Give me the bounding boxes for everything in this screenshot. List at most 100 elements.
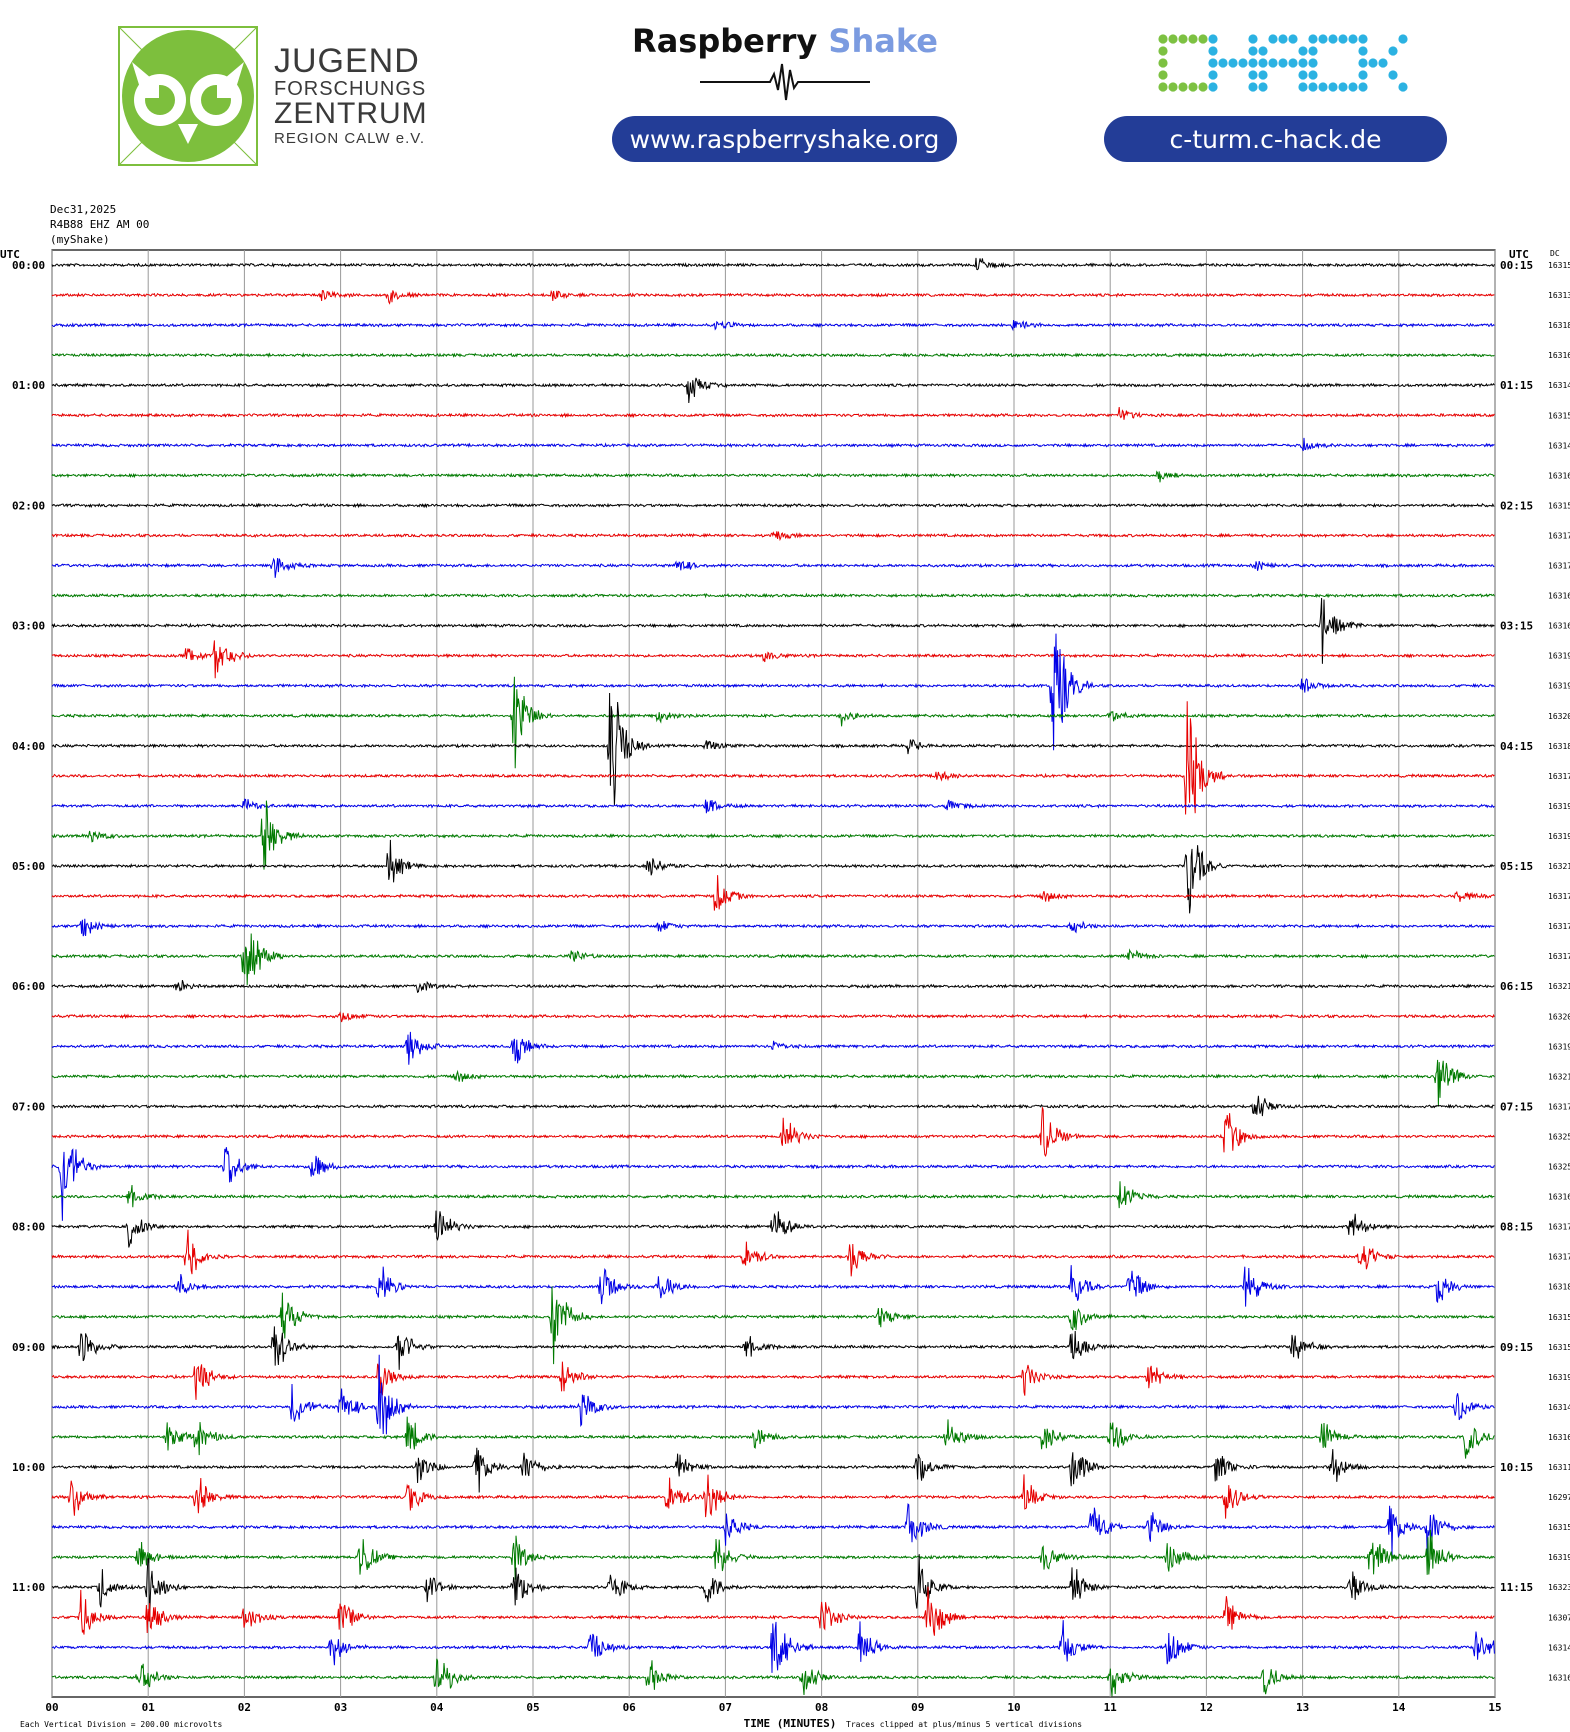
chack-dot — [1308, 70, 1318, 80]
trace-line-40 — [51, 1447, 1495, 1493]
helicorder-chart: Dec31,2025 R4B88 EHZ AM 00 (myShake) UTC… — [0, 203, 1570, 1730]
right-time-label: 02:15 — [1500, 499, 1533, 512]
dc-offset-label: 16317 — [1548, 1102, 1570, 1111]
x-tick-label: 13 — [1296, 1701, 1309, 1714]
chack-dot — [1208, 70, 1218, 80]
chack-dot — [1308, 58, 1318, 68]
rs-brand-1: Raspberry — [632, 22, 818, 60]
chack-dot — [1308, 34, 1318, 44]
x-tick-label: 01 — [142, 1701, 156, 1714]
jfz-wordmark: JUGEND FORSCHUNGS ZENTRUM REGION CALW e.… — [274, 44, 428, 146]
trace-line-6 — [51, 437, 1495, 452]
raspberry-shake-logo: Raspberry Shake — [600, 22, 970, 60]
trace-line-14 — [51, 633, 1495, 751]
jfz-line-1: JUGEND — [274, 42, 420, 80]
trace-line-4 — [51, 377, 1495, 404]
right-time-label: 05:15 — [1500, 860, 1533, 873]
chack-dot — [1328, 34, 1338, 44]
trace-line-28 — [51, 1095, 1495, 1117]
left-time-label: 10:00 — [12, 1461, 45, 1474]
dc-offset-label: 16314 — [1548, 441, 1570, 450]
dc-offset-label: 16323 — [1548, 1583, 1570, 1592]
trace-line-46 — [51, 1620, 1495, 1673]
trace-line-34 — [51, 1265, 1495, 1307]
x-tick-label: 04 — [430, 1701, 444, 1714]
jfz-line-4: REGION CALW e.V. — [274, 130, 426, 147]
dc-offset-label: 16320 — [1548, 1012, 1570, 1021]
trace-line-24 — [51, 980, 1495, 994]
dc-offset-label: 16316 — [1548, 471, 1570, 480]
chack-dot — [1298, 82, 1308, 92]
right-time-label: 08:15 — [1500, 1221, 1533, 1234]
chack-dot — [1378, 58, 1388, 68]
trace-line-29 — [51, 1107, 1495, 1158]
station-source: (myShake) — [50, 233, 110, 246]
x-tick-label: 09 — [911, 1701, 924, 1714]
chack-dot — [1158, 46, 1168, 56]
chack-dot — [1198, 82, 1208, 92]
chack-dot — [1338, 82, 1348, 92]
chack-dot — [1338, 34, 1348, 44]
chack-dot — [1178, 82, 1188, 92]
trace-line-18 — [51, 798, 1495, 814]
chack-dot — [1328, 82, 1338, 92]
left-time-label: 03:00 — [12, 620, 45, 633]
dc-offset-label: 16320 — [1548, 712, 1570, 721]
chack-dot — [1368, 58, 1378, 68]
chack-dot — [1258, 82, 1268, 92]
chack-dot — [1248, 46, 1258, 56]
x-ticks: 00 01 02 03 04 05 06 07 08 09 10 11 12 13 14 15 — [45, 1701, 1501, 1714]
left-time-label: 06:00 — [12, 980, 45, 993]
chack-dot — [1398, 82, 1408, 92]
dc-offset-label: 16319 — [1548, 832, 1570, 841]
trace-line-10 — [51, 557, 1495, 578]
footer-clip-note: Traces clipped at plus/minus 5 vertical … — [846, 1720, 1082, 1729]
right-time-label: 06:15 — [1500, 980, 1533, 993]
chack-dot — [1158, 34, 1168, 44]
chack-dot — [1308, 82, 1318, 92]
left-time-label: 01:00 — [12, 379, 45, 392]
left-axis-title: UTC — [0, 248, 20, 261]
dc-offset-label: 16317 — [1548, 562, 1570, 571]
dc-offset-label: 16315 — [1548, 1523, 1570, 1532]
chack-dot — [1248, 58, 1258, 68]
trace-line-45 — [51, 1586, 1495, 1636]
trace-line-26 — [51, 1031, 1495, 1065]
dc-offset-label: 16317 — [1548, 531, 1570, 540]
left-time-label: 05:00 — [12, 860, 45, 873]
dc-offset-label: 16319 — [1548, 802, 1570, 811]
raspberryshake-url-link[interactable]: www.raspberryshake.org — [612, 116, 957, 162]
trace-line-9 — [51, 531, 1495, 542]
trace-line-13 — [51, 640, 1495, 679]
dc-offset-label: 16319 — [1548, 652, 1570, 661]
chack-dot — [1358, 70, 1368, 80]
chack-dot — [1298, 58, 1308, 68]
trace-line-41 — [51, 1474, 1495, 1519]
dc-offset-label: 16315 — [1548, 261, 1570, 270]
rs-brand-2: Shake — [828, 22, 938, 60]
trace-line-1 — [51, 289, 1495, 305]
x-tick-label: 00 — [45, 1701, 58, 1714]
chack-dot — [1358, 58, 1368, 68]
chack-dot — [1388, 70, 1398, 80]
footer-scale-note: Each Vertical Division = 200.00 microvol… — [20, 1720, 222, 1729]
chack-dot — [1178, 34, 1188, 44]
dc-offset-label: 16318 — [1548, 1283, 1570, 1292]
chack-dot — [1278, 34, 1288, 44]
trace-line-11 — [51, 592, 1495, 599]
jfz-line-2: FORSCHUNGS — [274, 78, 427, 100]
chack-dot — [1278, 58, 1288, 68]
chack-dot — [1218, 58, 1228, 68]
traces — [51, 257, 1495, 1697]
trace-line-0 — [51, 257, 1495, 271]
trace-line-47 — [51, 1658, 1495, 1697]
trace-line-3 — [51, 352, 1495, 359]
dc-offset-label: 16315 — [1548, 1313, 1570, 1322]
chack-dot — [1158, 58, 1168, 68]
chack-url-link[interactable]: c-turm.c-hack.de — [1104, 116, 1447, 162]
header: JUGEND FORSCHUNGS ZENTRUM REGION CALW e.… — [0, 0, 1570, 190]
x-tick-label: 08 — [815, 1701, 828, 1714]
chack-dot — [1228, 58, 1238, 68]
trace-line-16 — [51, 692, 1495, 806]
chack-dot — [1238, 58, 1248, 68]
